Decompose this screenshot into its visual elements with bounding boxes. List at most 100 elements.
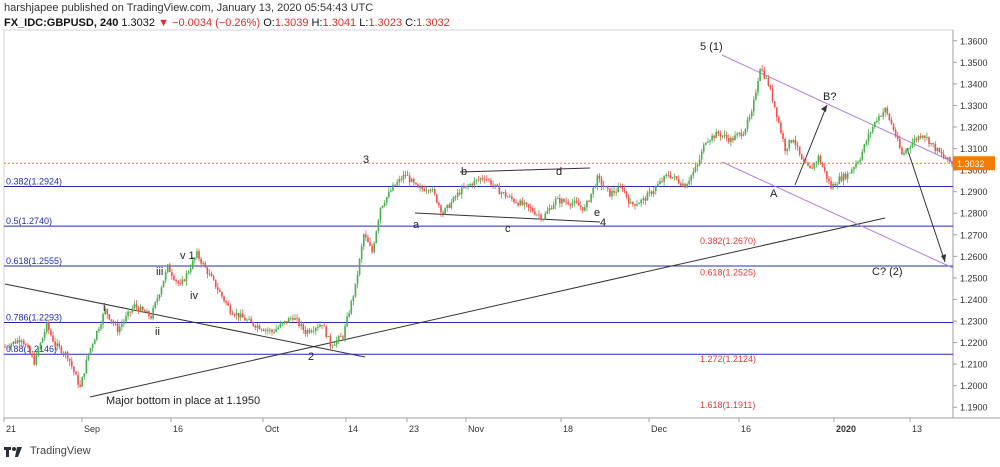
candle-body — [139, 306, 142, 312]
price-tick-label: 1.3500 — [960, 58, 988, 68]
candle-body — [377, 220, 380, 232]
symbol-name[interactable]: FX_IDC:GBPUSD, 240 — [4, 17, 119, 29]
candle-body — [39, 342, 42, 350]
price-tick-label: 1.2300 — [960, 317, 988, 327]
candle-body — [448, 204, 451, 208]
candle-body — [187, 271, 190, 273]
candle-body — [81, 377, 84, 387]
tradingview-branding[interactable]: TradingView — [4, 445, 91, 457]
candle-body — [146, 311, 148, 313]
candle-body — [373, 242, 376, 253]
candle-body — [481, 178, 484, 180]
candle-body — [433, 189, 436, 195]
candle-body — [262, 329, 265, 331]
candle-body — [909, 147, 912, 149]
candle-body — [567, 202, 570, 205]
candle-body — [264, 329, 267, 331]
fib-level-label: 0.618(1.2555) — [6, 256, 62, 266]
candle-body — [385, 196, 388, 203]
candle-body — [52, 335, 54, 342]
candle-body — [807, 162, 809, 166]
candle-body — [715, 131, 718, 139]
candle-body — [767, 77, 770, 86]
candle-body — [444, 208, 446, 215]
candle-body — [68, 358, 71, 362]
candle-body — [73, 366, 75, 372]
candle-body — [686, 183, 688, 188]
candle-body — [581, 207, 584, 211]
candle-body — [362, 234, 365, 247]
wave-label: b — [461, 166, 467, 178]
candle-body — [813, 163, 816, 169]
candle-body — [592, 187, 595, 194]
candle-body — [853, 167, 855, 170]
candle-body — [846, 173, 849, 179]
time-tick-label: 13 — [912, 424, 922, 434]
candle-body — [260, 329, 263, 331]
price-tick-label: 1.3100 — [960, 144, 988, 154]
candle-body — [798, 146, 801, 155]
candle-body — [452, 197, 455, 202]
candle-body — [780, 122, 782, 133]
candle-body — [175, 279, 177, 282]
candle-body — [162, 280, 165, 288]
candle-body — [719, 133, 722, 137]
candle-body — [559, 198, 561, 204]
candle-body — [548, 208, 551, 211]
candle-body — [171, 272, 173, 276]
candle-body — [621, 186, 624, 190]
candle-body — [66, 352, 69, 359]
candle-body — [869, 132, 872, 134]
candle-body — [225, 300, 227, 303]
candle-body — [413, 178, 415, 183]
candle-body — [924, 135, 926, 138]
candle-body — [246, 319, 248, 321]
candle-body — [888, 113, 891, 120]
candle-body — [235, 312, 238, 316]
candle-body — [792, 140, 795, 143]
candle-body — [882, 112, 884, 117]
plot-frame — [3, 29, 954, 419]
wave-label: a — [413, 219, 420, 231]
candle-body — [473, 180, 476, 186]
candle-body — [788, 140, 791, 149]
candle-body — [469, 184, 471, 186]
candle-body — [934, 144, 937, 152]
candle-body — [721, 135, 724, 137]
time-tick-label: 21 — [6, 424, 16, 434]
candle-body — [665, 174, 668, 177]
candle-body — [43, 331, 46, 338]
candle-body — [692, 171, 695, 176]
price-tick-label: 1.1900 — [960, 403, 988, 413]
candle-body — [809, 165, 811, 169]
candle-body — [717, 131, 720, 134]
candle-body — [573, 200, 576, 203]
time-tick-label: Oct — [265, 424, 280, 434]
candle-body — [112, 321, 115, 324]
candle-body — [732, 137, 734, 141]
candle-body — [851, 169, 853, 173]
candle-body — [133, 304, 136, 309]
candle-body — [75, 371, 77, 375]
candle-body — [577, 202, 580, 206]
candle-body — [642, 198, 645, 200]
candle-body — [598, 175, 601, 179]
candle-body — [306, 330, 309, 334]
candle-body — [463, 187, 465, 189]
candle-body — [114, 323, 117, 325]
candle-body — [367, 237, 369, 243]
price-tick-label: 1.2500 — [960, 273, 988, 283]
candle-body — [129, 311, 132, 313]
candle-body — [755, 92, 757, 100]
candle-body — [763, 70, 766, 79]
price-tick-label: 1.3000 — [960, 166, 988, 176]
candle-body — [613, 190, 615, 193]
wave-label: B? — [823, 91, 836, 103]
fib-extension-label: 0.382(1.2670) — [700, 236, 756, 246]
candle-body — [663, 176, 665, 182]
current-price: 1.3032 — [121, 17, 156, 29]
high-value: 1.3041 — [322, 17, 357, 29]
wave-label: C? (2) — [872, 266, 903, 278]
candle-body — [498, 186, 501, 195]
